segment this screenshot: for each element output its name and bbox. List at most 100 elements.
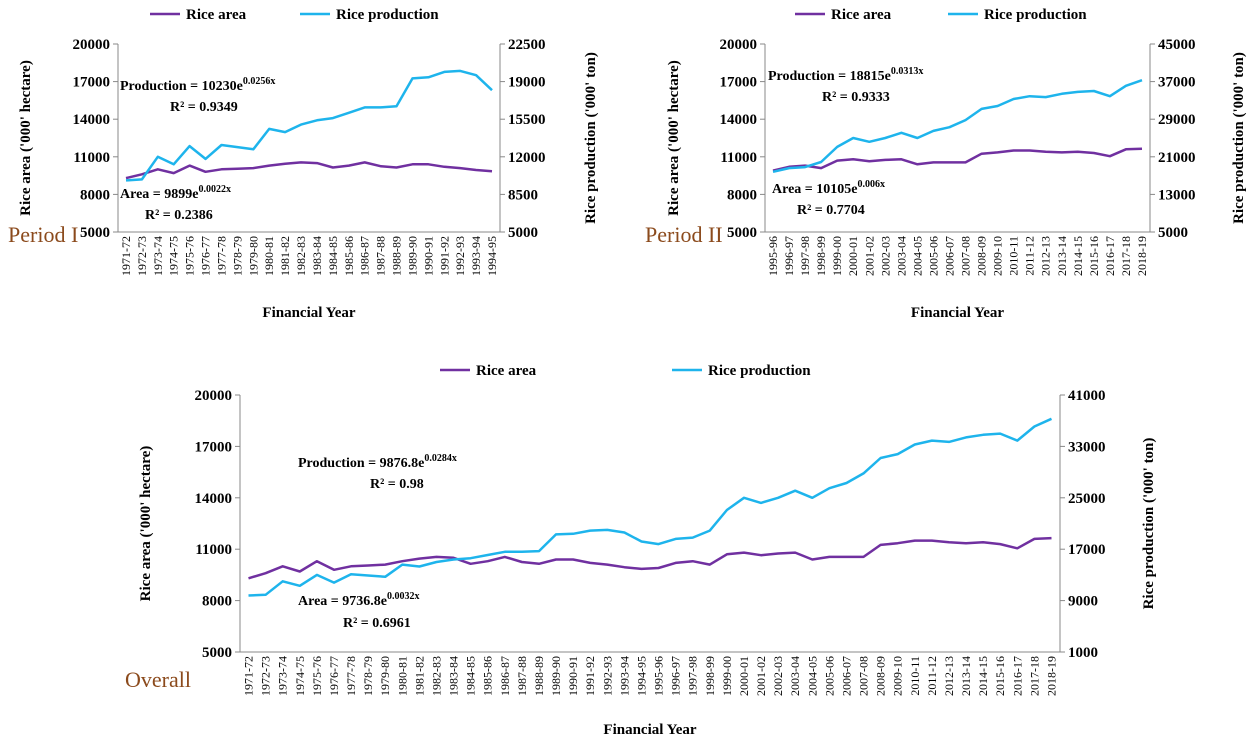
y2-axis-title: Rice production ('000' ton) — [1141, 438, 1157, 610]
x-tick-label: 2010-11 — [1007, 236, 1021, 276]
x-tick-label: 2014-15 — [1071, 236, 1085, 276]
y-tick-label: 20000 — [720, 37, 758, 53]
x-tick-label: 2013-14 — [1055, 236, 1069, 276]
legend-label: Rice area — [476, 363, 537, 379]
x-tick-label: 2012-13 — [1039, 236, 1053, 276]
x-tick-label: 2018-19 — [1044, 656, 1058, 696]
x-tick-label: 1983-84 — [447, 656, 461, 696]
r-squared: R² = 0.2386 — [145, 208, 213, 223]
y-tick-label: 11000 — [73, 150, 110, 166]
y2-tick-label: 29000 — [1158, 112, 1196, 128]
x-tick-label: 1977-78 — [344, 656, 358, 696]
legend-label: Rice production — [708, 363, 811, 379]
x-tick-label: 1974-75 — [293, 656, 307, 696]
y-tick-label: 5000 — [202, 645, 232, 661]
x-tick-label: 2001-02 — [754, 656, 768, 696]
x-tick-label: 1991-92 — [437, 236, 451, 276]
equation-exponent: 0.0256x — [243, 76, 276, 87]
x-tick-label: 2015-16 — [1087, 236, 1101, 276]
y2-tick-label: 12000 — [508, 150, 546, 166]
x-tick-label: 1985-86 — [481, 656, 495, 696]
x-tick-label: 1990-91 — [421, 236, 435, 276]
equation-exponent: 0.0284x — [424, 453, 457, 464]
x-tick-label: 1981-82 — [412, 656, 426, 696]
x-tick-label: 2005-06 — [926, 236, 940, 276]
x-tick-label: 2007-08 — [959, 236, 973, 276]
x-tick-label: 2006-07 — [942, 236, 956, 276]
x-tick-label: 1985-86 — [342, 236, 356, 276]
x-tick-label: 1986-87 — [498, 656, 512, 696]
x-tick-label: 1994-95 — [485, 236, 499, 276]
x-tick-label: 1984-85 — [326, 236, 340, 276]
y-tick-label: 14000 — [195, 491, 233, 507]
x-tick-label: 1987-88 — [374, 236, 388, 276]
panel-label: Period II — [645, 222, 723, 247]
x-tick-label: 1988-89 — [390, 236, 404, 276]
x-tick-label: 1999-00 — [720, 656, 734, 696]
y-axis-title: Rice area ('000' hectare) — [138, 446, 154, 602]
x-tick-label: 1973-74 — [276, 656, 290, 696]
y2-tick-label: 25000 — [1068, 491, 1106, 507]
y2-tick-label: 17000 — [1068, 542, 1106, 558]
y2-axis-title: Rice production ('000' ton) — [583, 52, 599, 224]
series-line — [772, 147, 1143, 172]
x-tick-label: 2001-02 — [862, 236, 876, 276]
x-tick-label: 1998-99 — [814, 236, 828, 276]
equation-text: Area = 9736.8e — [298, 594, 387, 609]
x-tick-label: 1979-80 — [246, 236, 260, 276]
x-tick-label: 2017-18 — [1119, 236, 1133, 276]
y-tick-label: 8000 — [80, 187, 110, 203]
equation-exponent: 0.0032x — [387, 591, 420, 602]
x-tick-label: 1984-85 — [464, 656, 478, 696]
y-tick-label: 14000 — [73, 112, 111, 128]
x-tick-label: 2018-19 — [1135, 236, 1149, 276]
x-tick-label: 2017-18 — [1027, 656, 1041, 696]
x-tick-label: 1980-81 — [395, 656, 409, 696]
y2-tick-label: 45000 — [1158, 37, 1196, 53]
y2-tick-label: 15500 — [508, 112, 546, 128]
r-squared: R² = 0.9349 — [170, 100, 238, 115]
x-tick-label: 1993-94 — [469, 236, 483, 276]
x-tick-label: 1976-77 — [327, 656, 341, 696]
x-tick-label: 1981-82 — [278, 236, 292, 276]
x-tick-label: 2010-11 — [908, 656, 922, 696]
x-tick-label: 1989-90 — [405, 236, 419, 276]
x-axis-title: Financial Year — [262, 305, 356, 321]
x-tick-label: 1986-87 — [358, 236, 372, 276]
x-tick-label: 1994-95 — [634, 656, 648, 696]
y2-tick-label: 13000 — [1158, 187, 1196, 203]
y-tick-label: 14000 — [720, 112, 758, 128]
y-tick-label: 17000 — [195, 439, 233, 455]
y-tick-label: 11000 — [195, 542, 232, 558]
x-tick-label: 1987-88 — [515, 656, 529, 696]
x-tick-label: 1988-89 — [532, 656, 546, 696]
equation-text: Production = 10230e — [120, 79, 243, 94]
x-tick-label: 1974-75 — [167, 236, 181, 276]
x-tick-label: 2011-12 — [925, 656, 939, 696]
r-squared: R² = 0.6961 — [343, 616, 411, 631]
x-tick-label: 1993-94 — [617, 656, 631, 696]
x-tick-label: 2002-03 — [771, 656, 785, 696]
y-tick-label: 20000 — [195, 388, 233, 404]
x-tick-label: 2006-07 — [839, 656, 853, 696]
y-axis-title: Rice area ('000' hectare) — [18, 60, 34, 216]
y2-tick-label: 19000 — [508, 75, 546, 91]
legend-label: Rice area — [831, 7, 892, 23]
y2-tick-label: 8500 — [508, 187, 538, 203]
y2-tick-label: 1000 — [1068, 645, 1098, 661]
x-tick-label: 1999-00 — [830, 236, 844, 276]
x-tick-label: 1978-79 — [361, 656, 375, 696]
equation: Area = 9899e0.0022x — [120, 184, 231, 202]
y-tick-label: 8000 — [727, 187, 757, 203]
x-tick-label: 2014-15 — [976, 656, 990, 696]
r-squared: R² = 0.98 — [370, 477, 424, 492]
x-tick-label: 1978-79 — [230, 236, 244, 276]
x-tick-label: 2008-09 — [874, 656, 888, 696]
x-tick-label: 2003-04 — [788, 656, 802, 696]
y-tick-label: 5000 — [727, 225, 757, 241]
equation-exponent: 0.006x — [857, 179, 885, 190]
x-tick-label: 1972-73 — [259, 656, 273, 696]
x-tick-label: 1980-81 — [262, 236, 276, 276]
x-tick-label: 1972-73 — [135, 236, 149, 276]
legend-label: Rice production — [984, 7, 1087, 23]
